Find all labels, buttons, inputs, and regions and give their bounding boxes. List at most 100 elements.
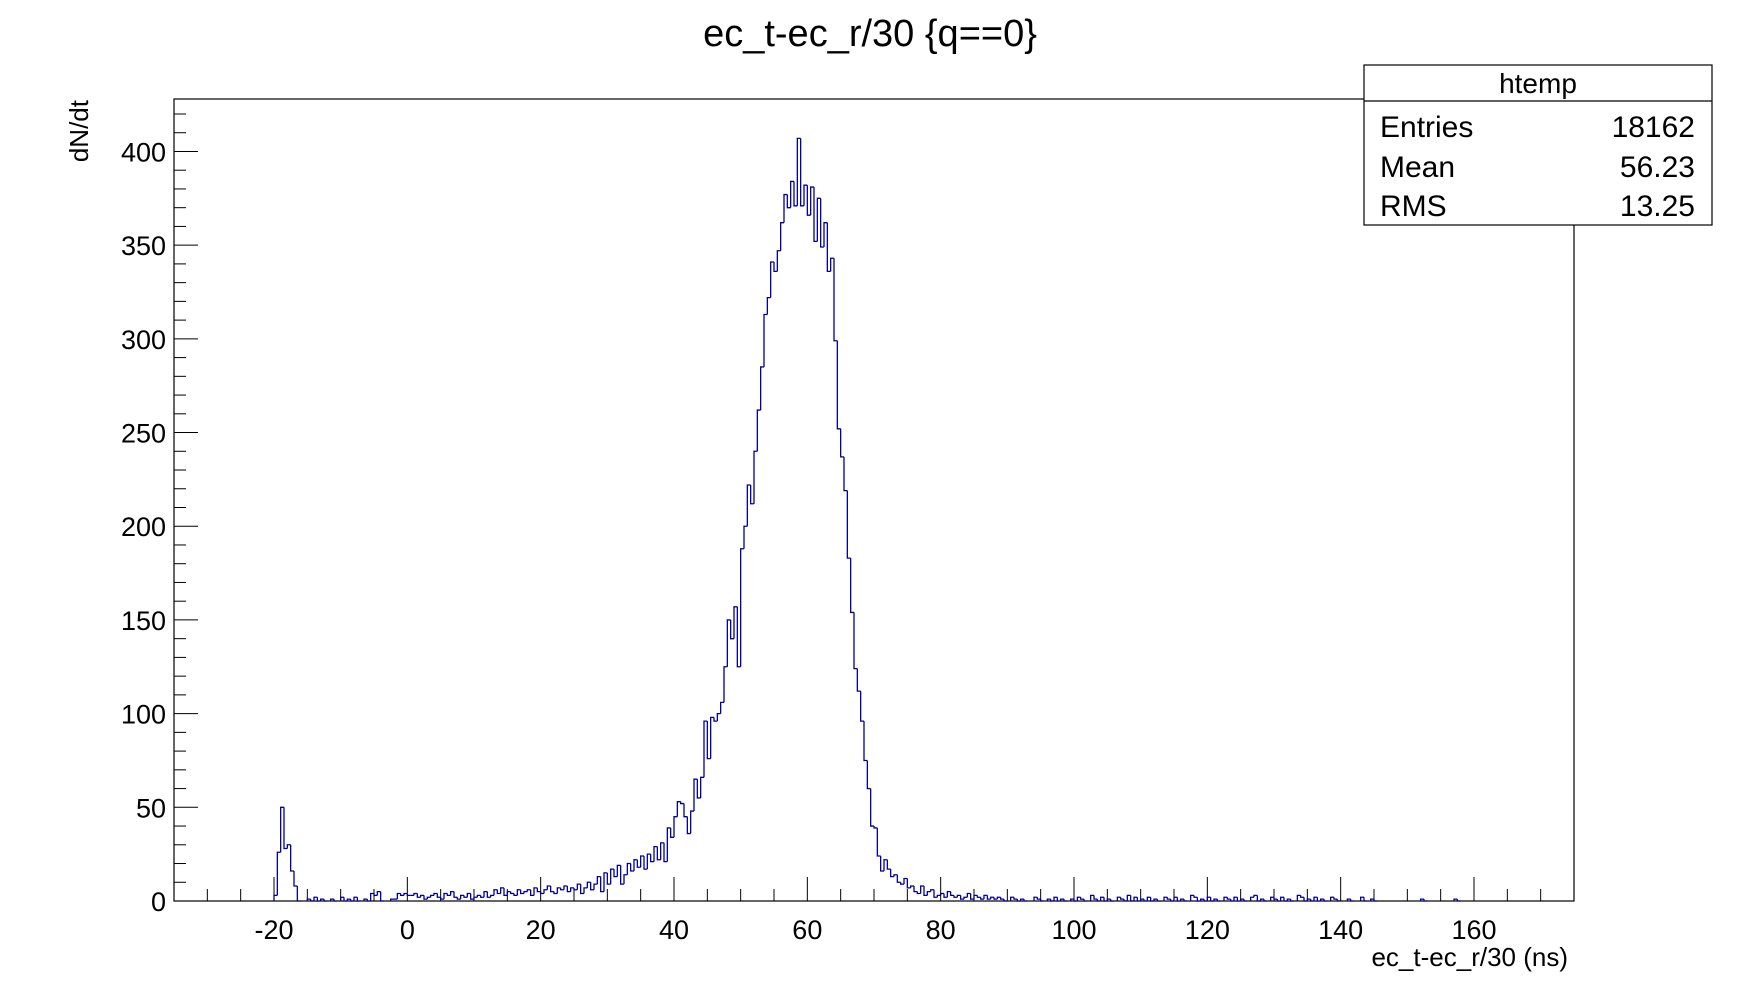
histogram-bin [980,897,984,900]
histogram-bin [316,897,321,902]
histogram-bin [1120,897,1124,900]
histogram-bin [1203,899,1208,902]
histogram-bin [500,887,504,894]
histogram-bin [783,193,788,223]
histogram-bin [553,891,558,895]
histogram-bin [830,257,834,272]
histogram-bin [306,898,311,901]
histogram-bin [666,827,671,862]
histogram-bin [396,892,401,900]
histogram-bin [1253,894,1258,898]
histogram-bin [1320,898,1324,901]
x-tick-label: 160 [1451,915,1496,945]
histogram-bin [1280,896,1284,901]
histogram-bin [1166,897,1171,900]
histogram-bin [686,816,691,835]
histogram-bin [1296,894,1301,901]
histogram-bin [836,340,841,430]
histogram-bin [663,842,668,863]
histogram-bin [900,882,904,885]
histogram-bin [1093,895,1098,900]
histogram-bin [1140,898,1144,901]
histogram-bin [496,889,501,895]
histogram-bin [490,894,494,898]
histogram-bin [746,484,751,527]
histogram-bin [406,893,411,897]
histogram-bin [1316,897,1321,902]
histogram-bin [503,887,508,897]
histogram-bin [796,137,801,206]
histogram-bin [1210,897,1214,902]
histogram-bin [710,716,714,759]
histogram-bin [340,896,344,901]
histogram-bin [780,222,784,251]
histogram-bin [343,897,348,902]
chart-title: ec_t-ec_r/30 {q==0} [703,13,1037,55]
histogram-bin [1240,898,1244,901]
histogram-bin [1276,899,1281,902]
histogram-bin [543,889,548,894]
x-tick-label: 60 [792,915,822,945]
histogram-bin [1200,898,1204,901]
histogram-bin [1363,897,1368,902]
histogram-bin [753,450,758,504]
histogram-bin [893,874,898,877]
histogram-bin [1020,898,1024,901]
histogram-bin [906,878,911,889]
histogram-bin [443,892,448,900]
histogram-bin [1456,899,1461,902]
histogram-bin [1453,898,1458,901]
histogram-bin [440,897,444,900]
histogram-bin [1260,898,1264,901]
histogram-bin [483,890,488,898]
histogram-bin [853,612,858,670]
histogram-bin [1036,897,1041,900]
histogram-bin [1283,897,1288,902]
histogram-bin [310,899,314,902]
histogram-bin [820,198,824,248]
histogram-bin [1306,898,1311,901]
histogram-bin [380,891,384,902]
histogram-bin [596,875,601,885]
histogram-bin [480,895,484,898]
histogram-bin [856,668,861,692]
histogram-bin [720,701,724,714]
histogram-bin [1303,897,1308,902]
histogram-bin [903,877,908,885]
stats-box: htemp Entries 18162 Mean 56.23 RMS 13.25 [1363,64,1713,226]
histogram-bin [1423,899,1428,902]
histogram-bin [1323,899,1328,902]
histogram-bin [1273,897,1278,900]
histogram-bin [693,778,698,812]
x-tick-label: 20 [526,915,556,945]
histogram-bin [680,801,684,805]
histogram-bin [840,428,844,458]
y-tick-label: 350 [121,231,166,261]
histogram-bin [1183,899,1188,902]
histogram-bin [296,886,301,902]
histogram-bin [850,558,854,614]
y-tick-label: 300 [121,325,166,355]
histogram-bin [953,895,958,898]
stats-box-frame [1363,64,1713,226]
histogram-bin [513,893,518,897]
stats-mean-value: 56.23 [1620,151,1695,184]
histogram-bin [733,606,738,639]
histogram-bin [786,194,791,209]
histogram-bin [843,456,848,492]
histogram-bin [1163,896,1168,901]
histogram-bin [726,619,731,667]
histogram-bin [716,712,721,722]
histogram-bin [573,887,578,891]
histogram-bin [1153,898,1158,901]
histogram-bin [810,186,814,216]
histogram-bin [1033,896,1038,901]
histogram-bin [1213,898,1218,901]
histogram-bin [1206,896,1211,901]
histogram-bin [916,891,921,895]
histogram-bin [600,876,604,893]
histogram-bin [616,864,621,877]
histogram-bin [760,366,764,411]
histogram-bin [1040,899,1044,902]
